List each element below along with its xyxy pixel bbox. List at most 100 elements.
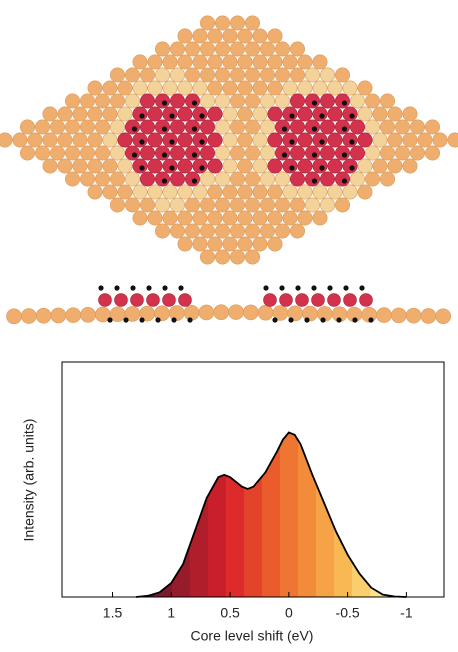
atom xyxy=(238,237,252,251)
atom xyxy=(125,146,139,160)
color-band xyxy=(154,362,173,597)
atom-dot xyxy=(342,152,347,157)
color-band xyxy=(172,362,191,597)
atom xyxy=(103,81,117,95)
atom xyxy=(350,94,364,108)
atom xyxy=(343,107,357,121)
atom-dot xyxy=(342,126,347,131)
atom xyxy=(65,146,79,160)
atom xyxy=(125,172,139,186)
atom xyxy=(199,305,214,320)
atom xyxy=(148,159,162,173)
atom xyxy=(298,133,312,147)
atom xyxy=(155,120,169,134)
atom xyxy=(155,172,169,186)
atom xyxy=(215,120,229,134)
atom xyxy=(223,55,237,69)
atom xyxy=(155,146,169,160)
atom xyxy=(66,308,81,323)
atom xyxy=(245,250,259,264)
atom xyxy=(193,159,207,173)
x-axis-label: Core level shift (eV) xyxy=(191,628,314,644)
atom xyxy=(140,120,154,134)
atom xyxy=(268,159,282,173)
atom xyxy=(380,146,394,160)
atom xyxy=(170,172,184,186)
color-band xyxy=(136,362,155,597)
atom xyxy=(185,42,199,56)
color-band xyxy=(334,362,353,597)
atom-dot xyxy=(289,139,294,144)
atom xyxy=(118,185,132,199)
atom xyxy=(283,185,297,199)
atom xyxy=(185,172,199,186)
atom xyxy=(125,198,139,212)
atom xyxy=(313,211,327,225)
atom xyxy=(403,133,417,147)
atom xyxy=(298,211,312,225)
atom-dot xyxy=(169,165,174,170)
atom xyxy=(425,146,439,160)
atom xyxy=(343,159,357,173)
color-band xyxy=(352,362,371,597)
atom xyxy=(200,250,214,264)
atom xyxy=(95,172,109,186)
atom xyxy=(305,120,319,134)
atom xyxy=(223,107,237,121)
atom xyxy=(238,159,252,173)
atom-dot xyxy=(272,317,277,322)
atom xyxy=(283,211,297,225)
x-tick-label: -1 xyxy=(400,605,413,621)
atom xyxy=(245,172,259,186)
atom xyxy=(110,198,124,212)
atom-dot xyxy=(155,317,160,322)
atom-dot xyxy=(282,152,287,157)
atom xyxy=(193,81,207,95)
atom xyxy=(140,198,154,212)
atom xyxy=(328,133,342,147)
atom xyxy=(268,107,282,121)
atom xyxy=(283,107,297,121)
atom-dot xyxy=(132,126,137,131)
atom xyxy=(133,185,147,199)
atom xyxy=(298,159,312,173)
atom xyxy=(170,146,184,160)
atom xyxy=(264,294,277,307)
atom xyxy=(163,81,177,95)
atom xyxy=(260,224,274,238)
atom xyxy=(312,294,325,307)
atom xyxy=(208,81,222,95)
color-band xyxy=(280,362,299,597)
atom xyxy=(245,94,259,108)
atom xyxy=(230,146,244,160)
atom xyxy=(133,107,147,121)
atom-dot xyxy=(162,152,167,157)
atom xyxy=(335,94,349,108)
atom xyxy=(380,120,394,134)
color-band xyxy=(190,362,209,597)
atom xyxy=(215,94,229,108)
atom xyxy=(253,107,267,121)
atom-dot xyxy=(139,113,144,118)
atom xyxy=(163,107,177,121)
atom xyxy=(110,172,124,186)
atom xyxy=(238,81,252,95)
atom-dot xyxy=(319,139,324,144)
atom xyxy=(58,159,72,173)
atom xyxy=(344,294,357,307)
atom xyxy=(360,294,373,307)
atom xyxy=(140,94,154,108)
atom xyxy=(185,198,199,212)
atom-dot xyxy=(139,317,144,322)
atom xyxy=(178,107,192,121)
atom-dot xyxy=(107,317,112,322)
atom-dot xyxy=(342,178,347,183)
atom xyxy=(283,133,297,147)
atom xyxy=(178,81,192,95)
atom xyxy=(313,55,327,69)
atom xyxy=(380,172,394,186)
atom xyxy=(258,305,273,320)
atom xyxy=(103,107,117,121)
atom xyxy=(343,81,357,95)
atom xyxy=(103,185,117,199)
